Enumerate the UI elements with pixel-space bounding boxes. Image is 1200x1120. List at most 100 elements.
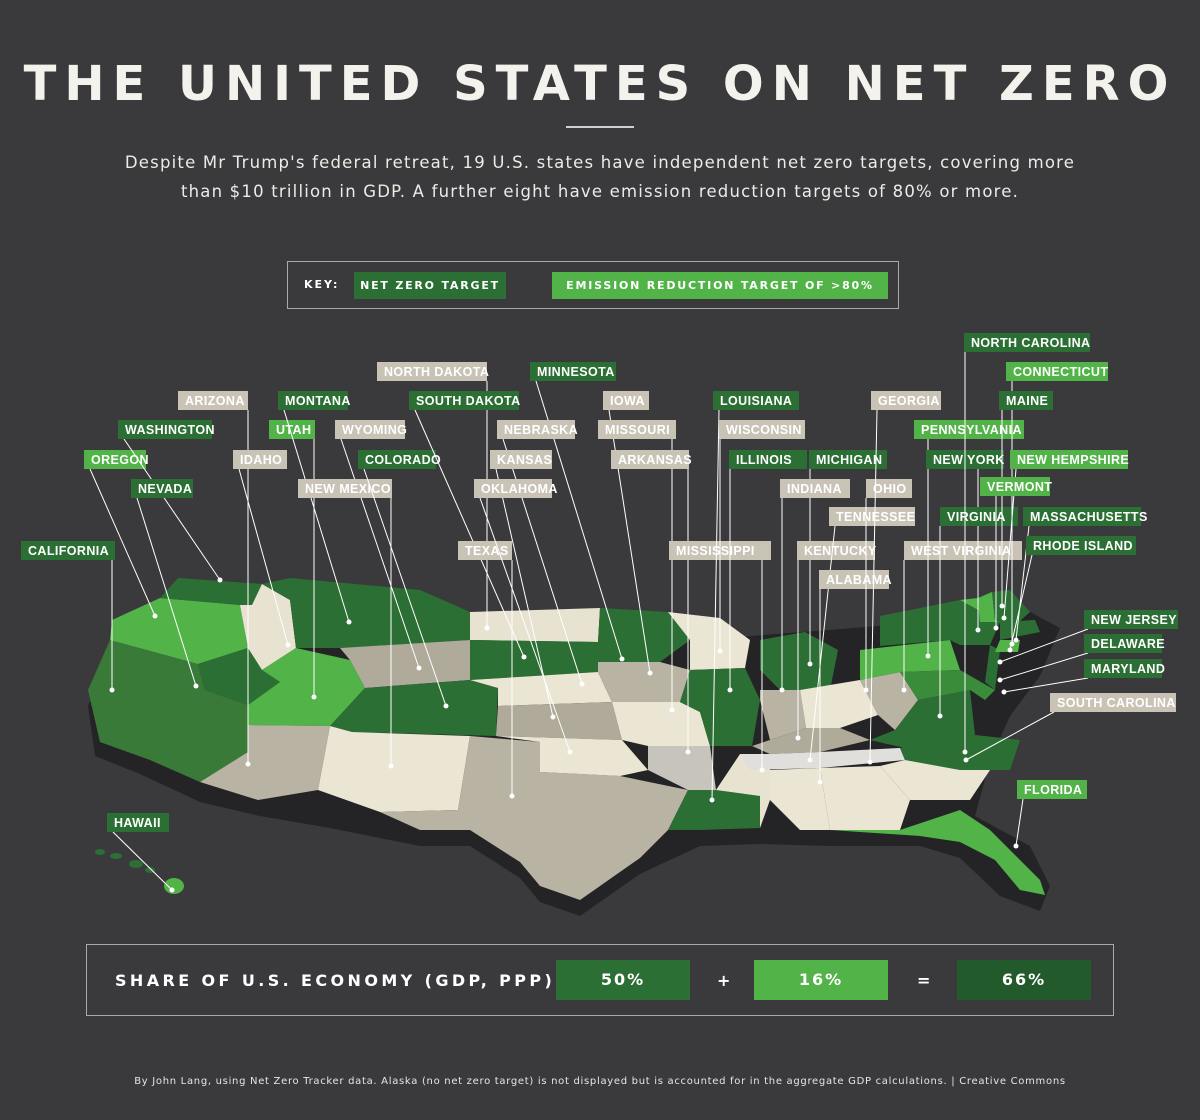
subtitle: Despite Mr Trump's federal retreat, 19 U… bbox=[60, 148, 1140, 206]
state-shape-vermont bbox=[960, 598, 1000, 622]
label-text-maine: MAINE bbox=[1006, 394, 1048, 408]
page-title: THE UNITED STATES ON NET ZERO bbox=[23, 56, 1177, 112]
state-label-connecticut: CONNECTICUT bbox=[1006, 362, 1108, 647]
state-label-oklahoma: OKLAHOMA bbox=[474, 479, 573, 755]
label-text-new-jersey: NEW JERSEY bbox=[1091, 613, 1177, 627]
leader-line-oregon bbox=[89, 468, 156, 617]
state-shape-virginia bbox=[870, 690, 975, 748]
label-text-wyoming: WYOMING bbox=[342, 423, 407, 437]
label-box-north-dakota bbox=[377, 362, 487, 381]
us-map: CALIFORNIA OREGON WASHINGTON NEVADA ARIZONA I… bbox=[21, 333, 1178, 916]
gdp-net-zero-share: 50% bbox=[556, 960, 690, 1000]
map-key: KEY: NET ZERO TARGET EMISSION REDUCTION … bbox=[287, 261, 899, 309]
state-label-maine: MAINE bbox=[999, 391, 1053, 609]
leader-line-montana bbox=[283, 409, 350, 623]
pin-illinois bbox=[727, 687, 733, 693]
state-shape-tennessee bbox=[740, 748, 905, 770]
key-label: KEY: bbox=[304, 278, 340, 291]
state-label-hawaii: HAWAII bbox=[107, 813, 175, 893]
state-label-idaho: IDAHO bbox=[233, 450, 291, 648]
label-box-wyoming bbox=[335, 420, 405, 439]
label-text-california: CALIFORNIA bbox=[28, 544, 109, 558]
label-box-arizona bbox=[178, 391, 248, 410]
label-box-utah bbox=[269, 420, 315, 439]
pin-utah bbox=[311, 694, 317, 700]
label-text-florida: FLORIDA bbox=[1024, 783, 1082, 797]
pin-colorado bbox=[443, 703, 449, 709]
label-text-arizona: ARIZONA bbox=[185, 394, 245, 408]
pin-arkansas bbox=[685, 749, 691, 755]
pin-massachusetts bbox=[1013, 637, 1019, 643]
pin-north-carolina bbox=[962, 749, 968, 755]
state-label-indiana: INDIANA bbox=[779, 479, 850, 693]
state-shape-iowa bbox=[598, 662, 690, 702]
leader-line-south-carolina bbox=[965, 711, 1055, 761]
label-box-maine bbox=[999, 391, 1053, 410]
state-shape-indiana bbox=[760, 690, 806, 740]
label-text-texas: TEXAS bbox=[465, 544, 509, 558]
label-text-hawaii: HAWAII bbox=[114, 816, 161, 830]
leader-line-rhode-island bbox=[1009, 554, 1033, 651]
gdp-equals: = bbox=[917, 971, 931, 990]
label-text-minnesota: MINNESOTA bbox=[537, 365, 615, 379]
pin-west-virginia bbox=[901, 687, 907, 693]
label-box-iowa bbox=[603, 391, 649, 410]
leader-line-florida bbox=[1015, 798, 1024, 847]
state-shape-florida bbox=[830, 810, 1045, 895]
pin-washington bbox=[217, 577, 223, 583]
gdp-total-share: 66% bbox=[957, 960, 1091, 1000]
label-text-massachusetts: MASSACHUSETTS bbox=[1030, 510, 1148, 524]
state-label-ohio: OHIO bbox=[863, 479, 912, 693]
label-text-maryland: MARYLAND bbox=[1091, 662, 1165, 676]
label-box-missouri bbox=[598, 420, 676, 439]
pin-florida bbox=[1013, 843, 1019, 849]
pin-iowa bbox=[647, 670, 653, 676]
pin-georgia bbox=[867, 759, 873, 765]
label-text-north-carolina: NORTH CAROLINA bbox=[971, 336, 1090, 350]
state-label-michigan: MICHIGAN bbox=[807, 450, 887, 667]
pin-mississippi bbox=[759, 767, 765, 773]
label-box-south-dakota bbox=[409, 391, 519, 410]
label-text-delaware: DELAWARE bbox=[1091, 637, 1165, 651]
label-text-illinois: ILLINOIS bbox=[736, 453, 792, 467]
label-box-massachusetts bbox=[1023, 507, 1141, 526]
pin-nebraska bbox=[579, 681, 585, 687]
state-shape-pennsylvania bbox=[860, 640, 960, 680]
leader-line-kansas bbox=[495, 468, 554, 718]
label-text-iowa: IOWA bbox=[610, 394, 645, 408]
pin-arizona bbox=[245, 761, 251, 767]
label-text-nevada: NEVADA bbox=[138, 482, 192, 496]
label-text-alabama: ALABAMA bbox=[826, 573, 892, 587]
pin-missouri bbox=[669, 707, 675, 713]
label-text-kansas: KANSAS bbox=[497, 453, 552, 467]
label-box-vermont bbox=[980, 477, 1050, 496]
state-shape-georgia bbox=[820, 766, 910, 830]
label-box-illinois bbox=[729, 450, 807, 469]
leader-line-delaware bbox=[999, 652, 1089, 681]
pin-new-mexico bbox=[388, 763, 394, 769]
state-label-new-mexico: NEW MEXICO bbox=[298, 479, 394, 769]
label-text-utah: UTAH bbox=[276, 423, 311, 437]
label-box-montana bbox=[278, 391, 348, 410]
label-box-alabama bbox=[819, 570, 889, 589]
state-shape-new-mexico bbox=[318, 726, 470, 812]
pin-rhode-island bbox=[1007, 647, 1013, 653]
gdp-summary: SHARE OF U.S. ECONOMY (GDP, PPP): 50% + … bbox=[86, 944, 1114, 1016]
label-box-hawaii bbox=[107, 813, 169, 832]
leader-line-oklahoma bbox=[479, 497, 571, 753]
leader-line-wyoming bbox=[340, 438, 420, 669]
state-shape-maryland bbox=[900, 670, 995, 700]
pin-montana bbox=[346, 619, 352, 625]
state-shape-arizona bbox=[200, 725, 330, 800]
label-box-nebraska bbox=[497, 420, 575, 439]
footer-credit: By John Lang, using Net Zero Tracker dat… bbox=[134, 1076, 1066, 1087]
state-label-illinois: ILLINOIS bbox=[727, 450, 807, 693]
state-label-kentucky: KENTUCKY bbox=[795, 541, 877, 741]
label-text-ohio: OHIO bbox=[873, 482, 907, 496]
label-text-virginia: VIRGINIA bbox=[947, 510, 1006, 524]
state-shape-hawaii bbox=[95, 849, 184, 894]
label-text-south-dakota: SOUTH DAKOTA bbox=[416, 394, 521, 408]
state-label-washington: WASHINGTON bbox=[118, 420, 223, 583]
label-box-rhode-island bbox=[1026, 536, 1136, 555]
state-label-new-jersey: NEW JERSEY bbox=[997, 610, 1178, 665]
